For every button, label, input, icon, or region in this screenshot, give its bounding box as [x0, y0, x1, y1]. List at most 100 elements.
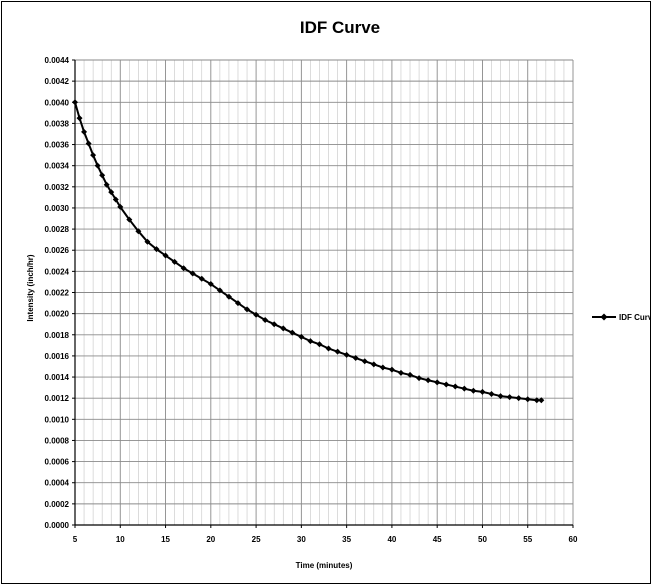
y-tick-label: 0.0038: [45, 119, 70, 128]
data-point: [144, 238, 151, 245]
data-point: [244, 306, 251, 313]
data-point: [461, 385, 468, 392]
data-point: [343, 351, 350, 358]
data-point: [126, 216, 133, 223]
data-point: [225, 293, 232, 300]
data-point: [234, 300, 241, 307]
grid-lines: [74, 59, 574, 526]
data-point: [135, 228, 142, 235]
x-tick-label: 45: [433, 535, 442, 544]
data-point: [425, 377, 432, 384]
data-point: [85, 140, 92, 147]
y-tick-label: 0.0032: [45, 183, 70, 192]
data-point: [397, 369, 404, 376]
data-point: [443, 381, 450, 388]
data-point: [162, 252, 169, 259]
data-point: [198, 275, 205, 282]
y-tick-label: 0.0000: [45, 521, 70, 530]
data-point: [112, 196, 119, 203]
y-tick-label: 0.0022: [45, 289, 70, 298]
x-axis-label: Time (minutes): [296, 561, 353, 570]
data-point: [434, 379, 441, 386]
y-tick-label: 0.0002: [45, 500, 70, 509]
x-tick-label: 40: [387, 535, 396, 544]
y-tick-labels: 0.0000 0.0002 0.0004 0.0006 0.0008 0.0010 0.00…: [45, 56, 70, 530]
data-point: [117, 203, 124, 210]
data-point: [307, 338, 314, 345]
y-tick-label: 0.0016: [45, 352, 70, 361]
data-point: [253, 311, 260, 318]
legend-label: IDF Curve: [619, 313, 650, 322]
y-tick-label: 0.0004: [45, 479, 70, 488]
data-point: [515, 395, 522, 402]
y-tick-label: 0.0034: [45, 162, 70, 171]
y-tick-label: 0.0020: [45, 310, 70, 319]
y-axis-label: Intensity (inch/hr): [26, 254, 35, 321]
data-point: [361, 358, 368, 365]
data-point: [280, 325, 287, 332]
data-point: [262, 316, 269, 323]
x-tick-label: 35: [342, 535, 351, 544]
data-point: [497, 393, 504, 400]
data-point: [108, 189, 115, 196]
data-point: [352, 355, 359, 362]
x-tick-label: 30: [297, 535, 306, 544]
data-point: [379, 364, 386, 371]
series-line: [74, 101, 542, 402]
data-point: [488, 390, 495, 397]
series-idf-curve: [72, 99, 545, 404]
data-point: [171, 258, 178, 265]
x-tick-label: 25: [252, 535, 261, 544]
data-point: [334, 348, 341, 355]
data-point: [153, 246, 160, 253]
data-point: [325, 345, 332, 352]
y-tick-label: 0.0012: [45, 394, 70, 403]
data-point: [370, 361, 377, 368]
data-point: [189, 270, 196, 277]
y-tick-label: 0.0028: [45, 225, 70, 234]
data-point: [76, 115, 83, 122]
y-tick-label: 0.0036: [45, 141, 70, 150]
data-point: [316, 341, 323, 348]
data-point: [524, 396, 531, 403]
x-tick-label: 5: [73, 535, 78, 544]
y-tick-label: 0.0014: [45, 373, 70, 382]
x-tick-label: 10: [116, 535, 125, 544]
x-tick-label: 20: [206, 535, 215, 544]
y-tick-label: 0.0010: [45, 415, 70, 424]
chart-title: IDF Curve: [300, 18, 380, 37]
y-tick-label: 0.0040: [45, 98, 70, 107]
data-point: [416, 375, 423, 382]
legend-marker: [600, 313, 608, 321]
x-tick-labels: 5 10 15 20 25 30 35 40 45 50 55 60: [73, 535, 578, 544]
y-tick-label: 0.0044: [45, 56, 70, 65]
x-tick-label: 50: [478, 535, 487, 544]
data-point: [470, 387, 477, 394]
x-tick-label: 60: [569, 535, 578, 544]
data-point: [180, 265, 187, 272]
axes: [72, 59, 574, 528]
y-tick-label: 0.0006: [45, 458, 70, 467]
x-tick-label: 55: [523, 535, 532, 544]
y-tick-label: 0.0018: [45, 331, 70, 340]
data-point: [533, 397, 540, 404]
data-point: [99, 172, 106, 179]
data-point: [81, 128, 88, 135]
data-point: [289, 329, 296, 336]
x-tick-label: 15: [161, 535, 170, 544]
data-point: [452, 383, 459, 390]
y-tick-label: 0.0008: [45, 436, 70, 445]
legend: IDF Curve: [592, 313, 652, 322]
y-tick-label: 0.0030: [45, 204, 70, 213]
data-point: [506, 394, 513, 401]
data-point: [216, 287, 223, 294]
data-point: [388, 366, 395, 373]
data-point: [538, 397, 545, 404]
data-point: [72, 99, 78, 106]
data-point: [207, 281, 214, 288]
data-point: [90, 152, 97, 159]
y-tick-label: 0.0026: [45, 246, 70, 255]
data-point: [298, 333, 305, 340]
